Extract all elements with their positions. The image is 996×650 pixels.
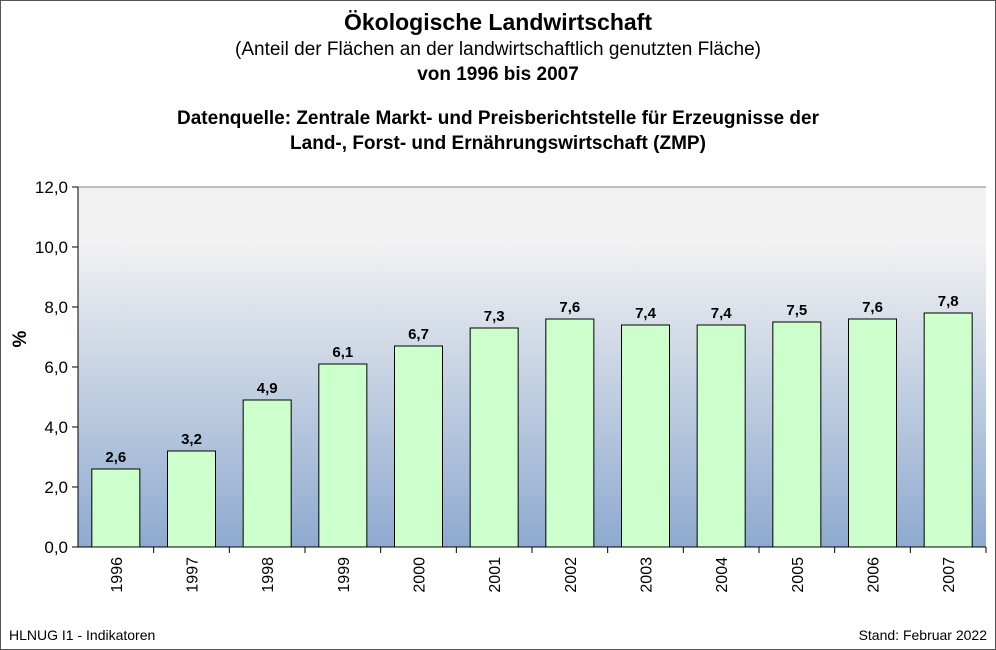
- data-label-2006: 7,6: [862, 299, 883, 316]
- x-tick-label-1999: 1999: [336, 557, 353, 593]
- bar-2000: [394, 345, 443, 548]
- bar-2003: [621, 324, 670, 548]
- data-source-line-2: Land-, Forst- und Ernährungswirtschaft (…: [290, 133, 706, 154]
- bar-1998: [242, 399, 292, 548]
- x-tick-label-2002: 2002: [563, 557, 580, 593]
- y-tick-label: 2,0: [44, 478, 68, 497]
- x-tick-label-2007: 2007: [941, 557, 958, 593]
- plot-area: [78, 187, 986, 547]
- bar-1999: [318, 363, 368, 548]
- data-label-2001: 7,3: [484, 308, 505, 325]
- chart-title: Ökologische Landwirtschaft: [344, 9, 652, 35]
- bar-2006: [848, 318, 897, 548]
- y-tick-label: 10,0: [35, 238, 68, 257]
- y-tick-label: 8,0: [44, 298, 68, 317]
- x-tick-label-2001: 2001: [487, 557, 504, 593]
- data-label-2000: 6,7: [408, 326, 429, 343]
- bar-2007: [923, 312, 973, 548]
- data-label-1999: 6,1: [332, 344, 353, 361]
- data-label-1998: 4,9: [257, 380, 278, 397]
- data-label-2005: 7,5: [786, 302, 807, 319]
- bar-2002: [545, 318, 595, 548]
- chart-range: von 1996 bis 2007: [417, 64, 579, 85]
- x-tick-label-1998: 1998: [260, 557, 277, 593]
- x-tick-label-1997: 1997: [185, 557, 202, 593]
- data-label-2004: 7,4: [711, 305, 733, 322]
- footer-right: Stand: Februar 2022: [858, 627, 987, 643]
- y-tick-label: 12,0: [35, 178, 68, 197]
- data-source-line-1: Datenquelle: Zentrale Markt- und Preisbe…: [177, 108, 819, 129]
- bar-1996: [91, 468, 141, 548]
- x-tick-label-2004: 2004: [714, 557, 731, 593]
- x-tick-label-2005: 2005: [790, 557, 807, 593]
- x-tick-label-2006: 2006: [866, 557, 883, 593]
- bar-2004: [696, 324, 746, 548]
- x-tick-label-2000: 2000: [412, 557, 429, 593]
- data-label-2003: 7,4: [635, 305, 657, 322]
- bar-2005: [772, 321, 822, 548]
- data-label-2007: 7,8: [938, 293, 959, 310]
- bar-2001: [469, 327, 519, 548]
- y-tick-label: 4,0: [44, 418, 68, 437]
- x-tick-label-2003: 2003: [639, 557, 656, 593]
- data-label-2002: 7,6: [559, 299, 580, 316]
- y-axis-label: %: [10, 330, 31, 347]
- footer-left: HLNUG I1 - Indikatoren: [9, 627, 156, 643]
- data-label-1997: 3,2: [181, 431, 202, 448]
- data-label-1996: 2,6: [105, 449, 126, 466]
- bar-1997: [167, 450, 216, 548]
- y-tick-label: 0,0: [44, 538, 68, 557]
- chart-subtitle: (Anteil der Flächen an der landwirtschaf…: [235, 39, 761, 60]
- x-tick-label-1996: 1996: [109, 557, 126, 593]
- y-tick-label: 6,0: [44, 358, 68, 377]
